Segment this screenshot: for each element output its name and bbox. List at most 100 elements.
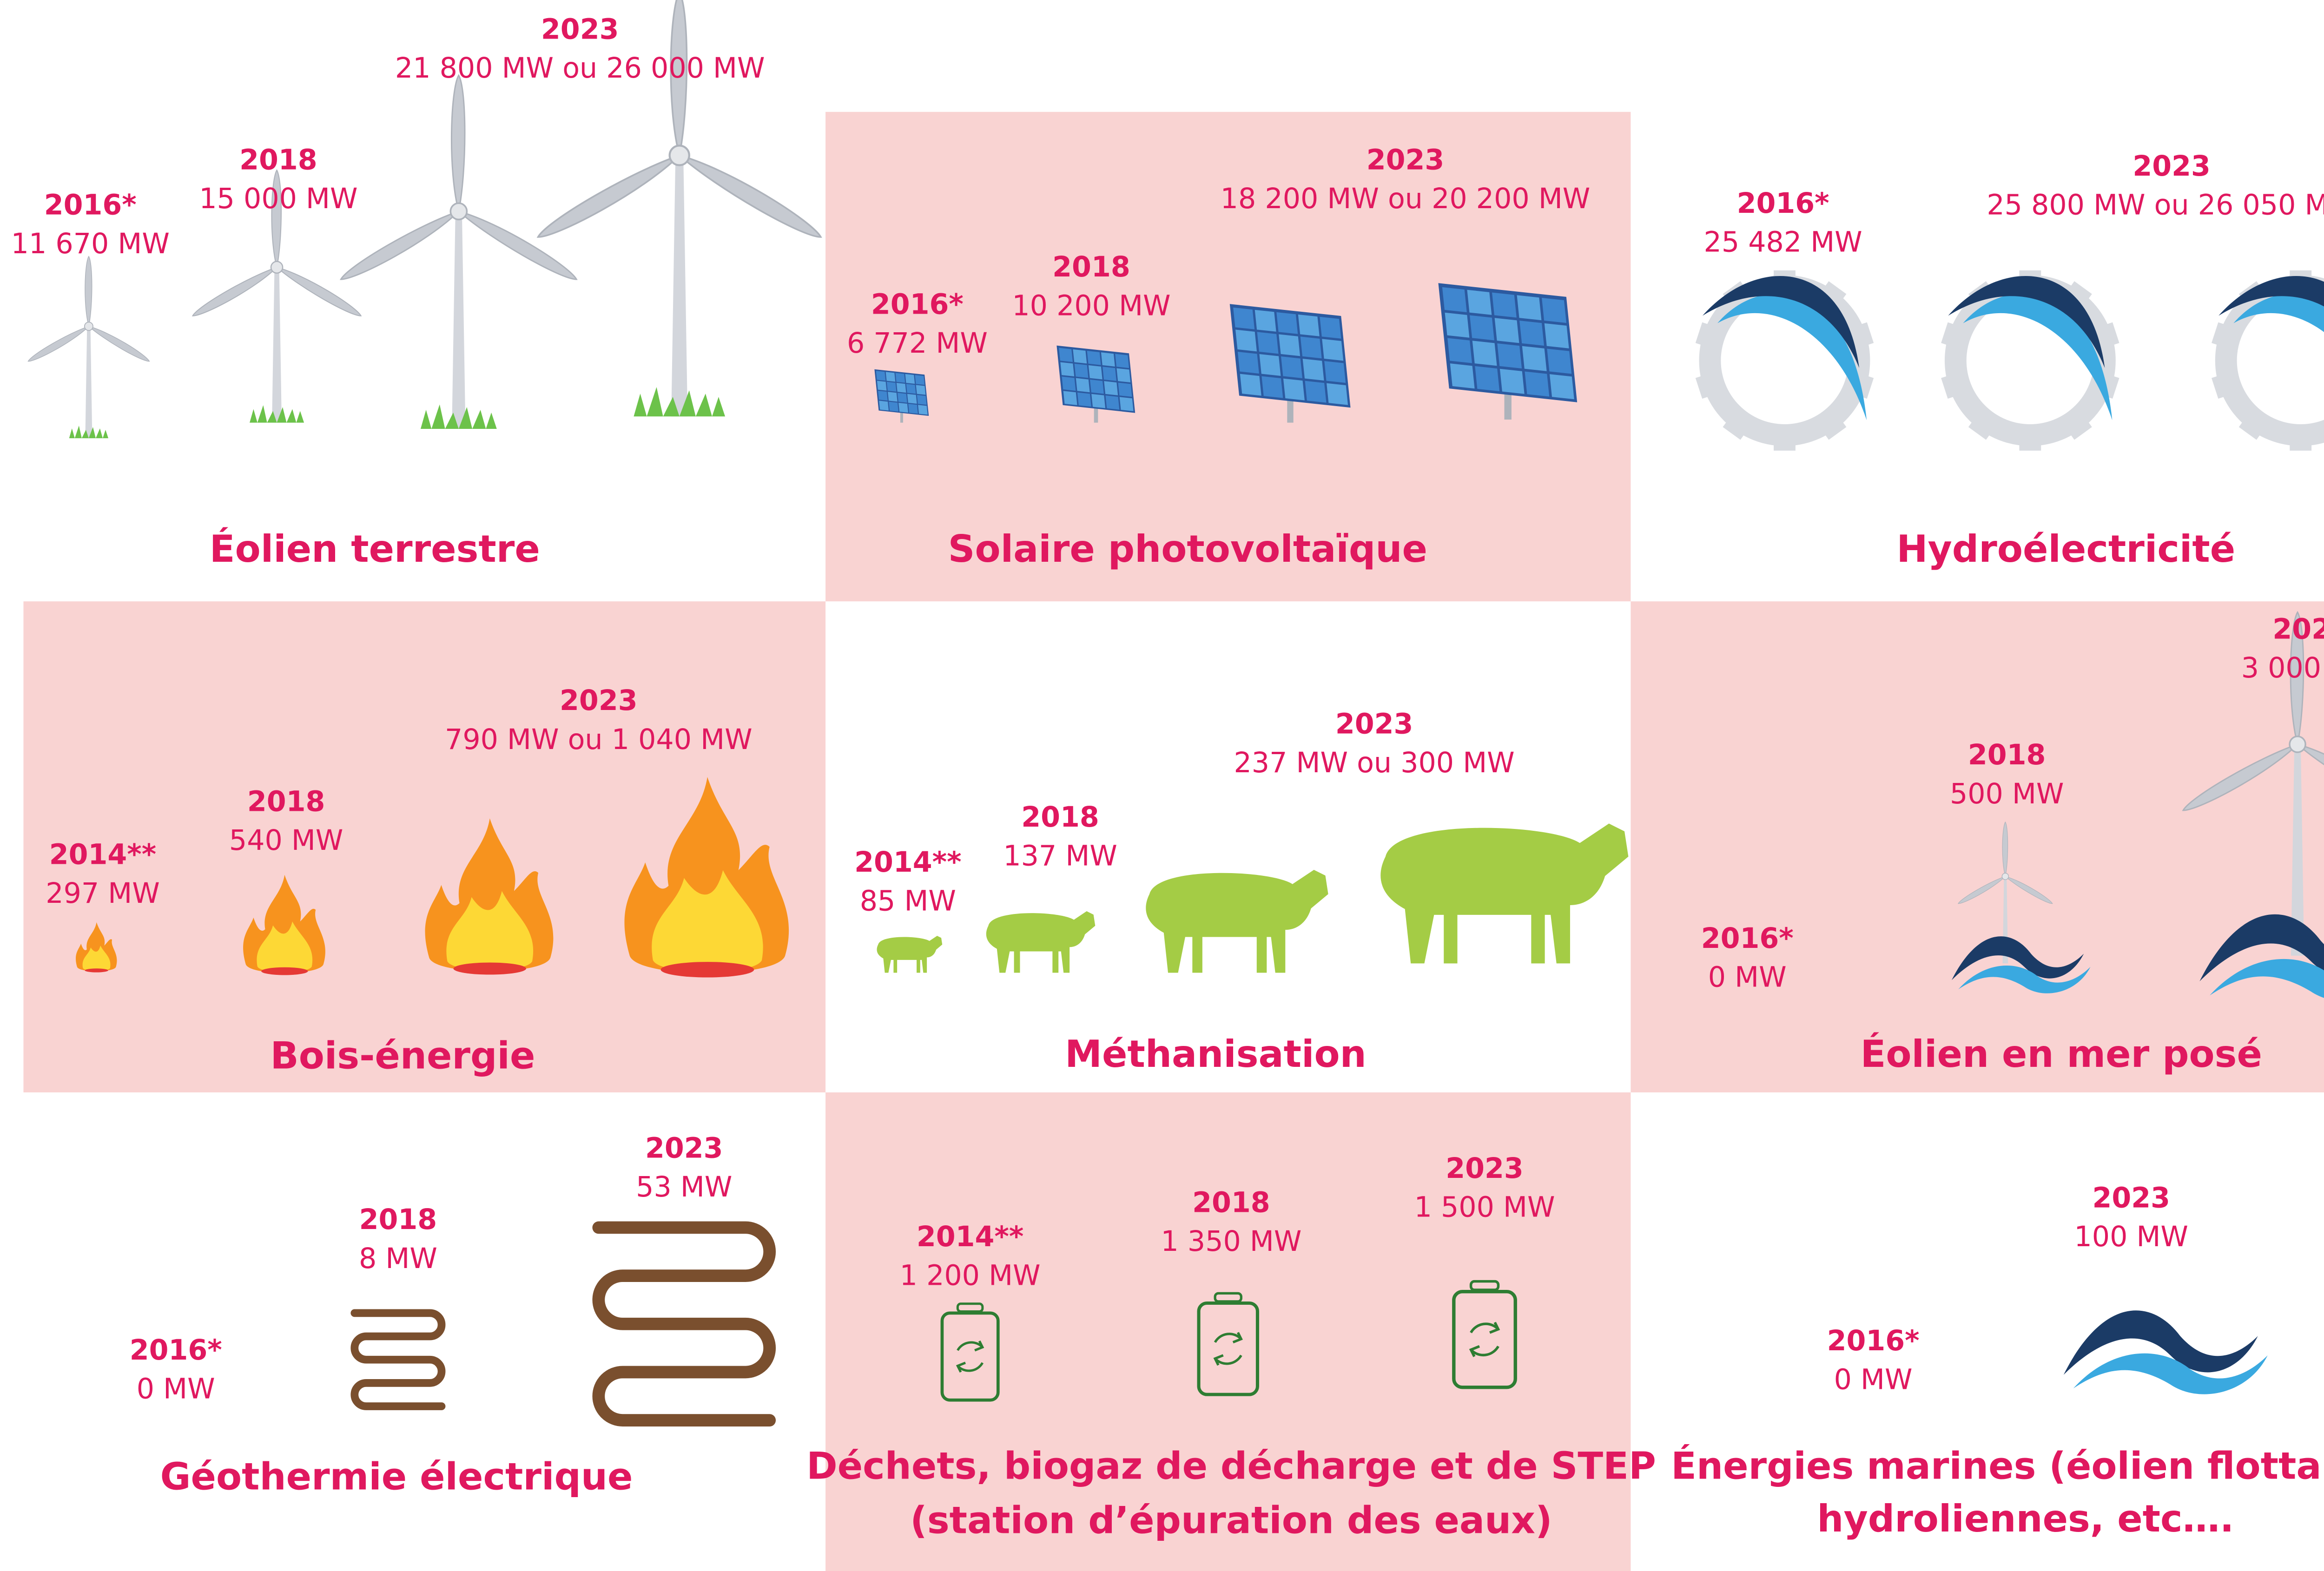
panel-cell	[1320, 317, 1341, 339]
cow-leg	[1052, 949, 1058, 973]
panel-title: Éolien terrestre	[210, 527, 540, 571]
blade	[676, 148, 825, 243]
year-label: 2023	[2092, 1182, 2170, 1214]
panel-cell	[1279, 334, 1300, 356]
panel-cell	[1472, 341, 1497, 366]
capacity-label: 25 800 MW ou 26 050 MW	[1987, 189, 2324, 221]
panel-grid	[874, 369, 929, 416]
panel-cell	[1261, 376, 1283, 398]
panel-cell	[1322, 339, 1343, 361]
panel-cell	[915, 375, 924, 385]
year-label: 2023	[1367, 144, 1445, 176]
panel-cell	[1495, 318, 1519, 343]
blade	[85, 256, 92, 326]
capacity-label: 100 MW	[2074, 1221, 2188, 1253]
panel-cell	[1327, 383, 1348, 405]
year-label: 2014**	[49, 838, 156, 871]
panel-cell	[1281, 356, 1302, 378]
panel-cell	[1447, 338, 1472, 363]
capacity-label: 21 800 MW ou 26 000 MW	[395, 52, 765, 85]
capacity-label: 540 MW	[229, 824, 343, 857]
year-label: 2018	[1052, 251, 1130, 283]
panel-cell	[1517, 295, 1542, 320]
year-label: 2023	[541, 13, 619, 46]
panel-cell	[906, 384, 916, 394]
tower	[452, 211, 465, 429]
cow	[877, 936, 943, 973]
panel-cell	[1073, 349, 1087, 364]
panel-grid	[1056, 346, 1135, 413]
blade	[451, 75, 465, 211]
panel-cell	[1116, 368, 1130, 382]
panel-cell	[1118, 382, 1132, 397]
capacity-label: 11 670 MW	[11, 228, 170, 260]
panel-title: Déchets, biogaz de décharge et de STEP	[806, 1444, 1656, 1487]
hub	[271, 262, 283, 273]
blade	[338, 206, 462, 285]
panel-cell	[1091, 394, 1105, 408]
capacity-label: 790 MW ou 1 040 MW	[445, 723, 753, 756]
panel-grid	[1438, 283, 1577, 402]
capacity-label: 137 MW	[1003, 840, 1117, 873]
panel-cell	[896, 373, 905, 383]
cow-body	[1146, 870, 1328, 973]
capacity-label: 15 000 MW	[199, 183, 357, 215]
cow-body	[1380, 823, 1628, 963]
blade	[191, 263, 279, 320]
geothermal-coil	[599, 1228, 770, 1420]
infographic: Éolien terrestre 2016* 11 670 MW 2018 15 000…	[0, 0, 2324, 1571]
panel-cell	[888, 392, 898, 401]
panel-cell	[1545, 323, 1569, 348]
capacity-label: 1 350 MW	[1161, 1225, 1301, 1258]
waves	[2064, 1310, 2268, 1394]
panel-title: (station d’épuration des eaux)	[910, 1499, 1552, 1542]
year-label: 2018	[247, 786, 325, 818]
panel-cell	[1522, 346, 1547, 371]
panel-cell	[876, 371, 886, 381]
capacity-label: 8 MW	[359, 1242, 437, 1275]
panel-cell	[886, 372, 896, 381]
year-label: 2018	[1968, 739, 2046, 771]
panel-cell	[1547, 348, 1571, 374]
capacity-label: 25 482 MW	[1704, 226, 1862, 259]
panel-cell	[918, 405, 928, 414]
panel-cell	[1235, 329, 1257, 351]
ember	[85, 968, 108, 972]
cow-leg	[917, 959, 920, 973]
panel-cell	[1062, 376, 1076, 391]
year-label: 2016*	[1737, 187, 1829, 220]
panel-cell	[1089, 365, 1103, 380]
blade	[535, 149, 684, 244]
panel-cell	[878, 391, 888, 401]
capacity-label: 0 MW	[137, 1373, 215, 1406]
panel-grid	[1230, 304, 1351, 408]
capacity-label: 10 200 MW	[1012, 290, 1170, 322]
wind-turbine	[338, 75, 580, 429]
panel-cell	[1233, 308, 1254, 329]
blade	[26, 323, 91, 364]
panel-cell	[1076, 378, 1090, 393]
panel-cell	[1115, 354, 1129, 368]
ember	[453, 962, 526, 974]
panel-cell	[1105, 395, 1119, 410]
capacity-label: 6 772 MW	[847, 327, 988, 360]
hub	[2290, 736, 2305, 752]
blade	[87, 323, 152, 364]
panel-cell	[907, 394, 917, 404]
panel-title: Éolien en mer posé	[1861, 1032, 2262, 1076]
panel-title: Bois-énergie	[271, 1034, 535, 1077]
panel-title: Hydroélectricité	[1896, 527, 2235, 571]
panel-cell	[1090, 380, 1104, 394]
year-label: 2023	[645, 1132, 723, 1164]
panel-cell	[889, 402, 898, 412]
panel-cell	[1059, 348, 1073, 362]
capacity-label: 237 MW ou 300 MW	[1234, 747, 1515, 779]
capacity-label: 85 MW	[860, 885, 956, 918]
year-label: 2018	[1192, 1186, 1270, 1219]
capacity-label: 500 MW	[1950, 778, 2064, 810]
cow-body	[986, 911, 1096, 973]
panel-cell	[1475, 366, 1499, 391]
year-label: 2023	[2272, 613, 2324, 645]
panel-cell	[1445, 313, 1470, 338]
panel-cell	[1470, 315, 1494, 340]
